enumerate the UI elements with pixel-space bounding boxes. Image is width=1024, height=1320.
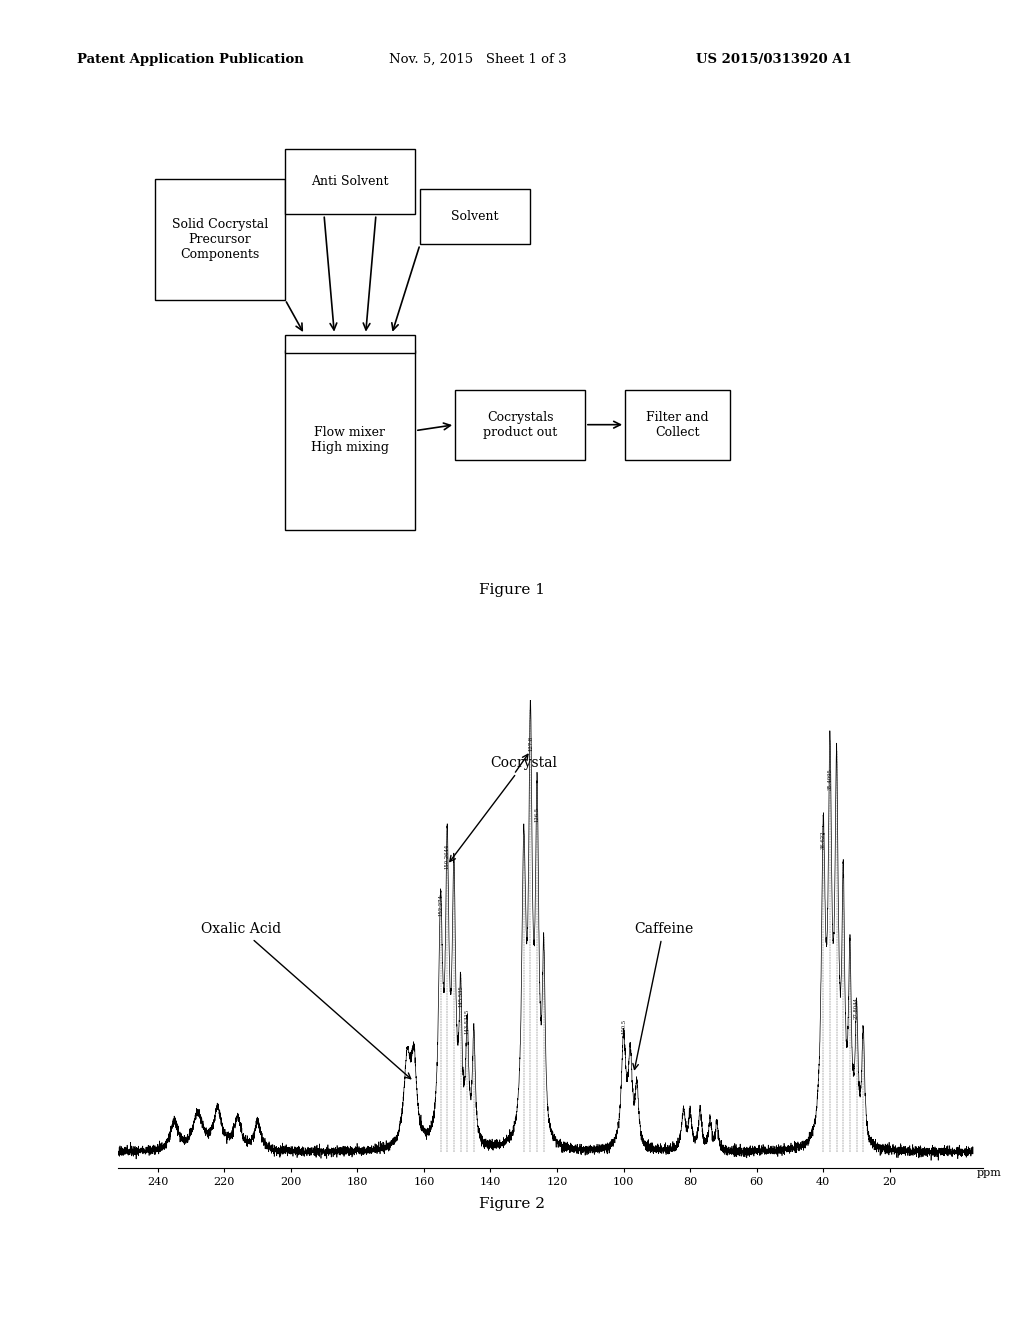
Text: Figure 2: Figure 2 bbox=[479, 1197, 545, 1210]
Bar bbox=[455, 389, 585, 459]
Text: 152.274: 152.274 bbox=[438, 895, 443, 916]
Text: US 2015/0313920 A1: US 2015/0313920 A1 bbox=[696, 53, 852, 66]
Text: Oxalic Acid: Oxalic Acid bbox=[201, 921, 411, 1078]
Bar bbox=[625, 389, 730, 459]
Text: Solvent: Solvent bbox=[452, 210, 499, 223]
Text: Figure 1: Figure 1 bbox=[479, 583, 545, 597]
Text: 35.4095: 35.4095 bbox=[827, 768, 833, 791]
Text: 100.5: 100.5 bbox=[622, 1019, 626, 1035]
Text: 143.5315: 143.5315 bbox=[465, 1008, 470, 1035]
Text: Anti Solvent: Anti Solvent bbox=[311, 176, 389, 189]
Text: 145.535: 145.535 bbox=[458, 985, 463, 1007]
Bar bbox=[420, 189, 530, 244]
Text: 150.2644: 150.2644 bbox=[444, 843, 450, 869]
Bar bbox=[285, 149, 415, 214]
Text: Cocrystals
product out: Cocrystals product out bbox=[483, 411, 557, 438]
Bar bbox=[155, 180, 285, 300]
Text: 36.622: 36.622 bbox=[821, 830, 825, 849]
Text: ppm: ppm bbox=[977, 1168, 1001, 1179]
Text: Filter and
Collect: Filter and Collect bbox=[646, 411, 709, 438]
Text: Cocrystal: Cocrystal bbox=[450, 756, 557, 862]
Text: Nov. 5, 2015   Sheet 1 of 3: Nov. 5, 2015 Sheet 1 of 3 bbox=[389, 53, 566, 66]
Text: Solid Cocrystal
Precursor
Components: Solid Cocrystal Precursor Components bbox=[172, 218, 268, 261]
Text: Patent Application Publication: Patent Application Publication bbox=[77, 53, 303, 66]
Bar bbox=[285, 350, 415, 529]
Text: Caffeine: Caffeine bbox=[633, 921, 693, 1069]
Bar bbox=[285, 334, 415, 352]
Text: 126.5: 126.5 bbox=[535, 807, 540, 821]
Text: 127.8: 127.8 bbox=[528, 735, 532, 751]
Text: Flow mixer
High mixing: Flow mixer High mixing bbox=[311, 425, 389, 454]
Text: 27.8044: 27.8044 bbox=[854, 997, 859, 1019]
